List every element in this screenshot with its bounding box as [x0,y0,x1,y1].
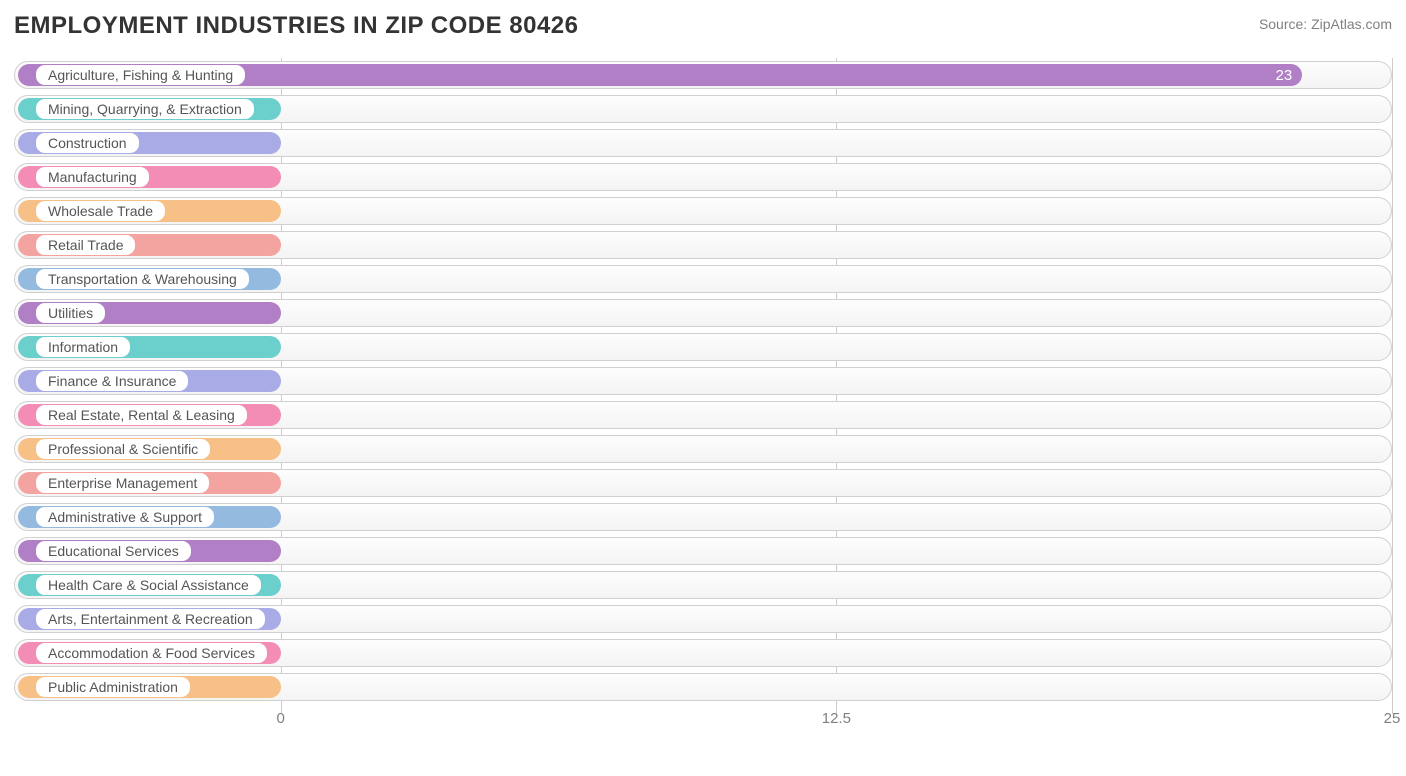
bar-track: 23 Agriculture, Fishing & Hunting [14,61,1392,89]
bar-label: Utilities [35,302,106,324]
bar-label: Transportation & Warehousing [35,268,250,290]
bar-value: 23 [1276,67,1293,84]
bar-track: Utilities [14,299,1392,327]
bar-label: Public Administration [35,676,191,698]
bar-row: 0Finance & Insurance [14,364,1392,398]
axis-tick-label: 25 [1384,710,1401,727]
chart-area: 23Agriculture, Fishing & Hunting0Mining,… [10,58,1396,742]
bar-row: 0Educational Services [14,534,1392,568]
bar-row: 0Health Care & Social Assistance [14,568,1392,602]
grid-line [1392,58,1393,714]
bar-row: 0Real Estate, Rental & Leasing [14,398,1392,432]
bar-label: Agriculture, Fishing & Hunting [35,64,246,86]
bar-track: Health Care & Social Assistance [14,571,1392,599]
bar-track: Public Administration [14,673,1392,701]
bar-track: Administrative & Support [14,503,1392,531]
bar-track: Construction [14,129,1392,157]
bar-label: Administrative & Support [35,506,215,528]
bar-label: Construction [35,132,140,154]
bar-row: 0Public Administration [14,670,1392,704]
bar-track: Manufacturing [14,163,1392,191]
bar-label: Retail Trade [35,234,136,256]
bar-label: Finance & Insurance [35,370,189,392]
bar-label: Information [35,336,131,358]
axis-tick-label: 12.5 [822,710,851,727]
bar-label: Health Care & Social Assistance [35,574,262,596]
bar-label: Accommodation & Food Services [35,642,268,664]
bar-track: Finance & Insurance [14,367,1392,395]
bar-track: Transportation & Warehousing [14,265,1392,293]
bar-track: Enterprise Management [14,469,1392,497]
axis-tick-label: 0 [277,710,285,727]
chart-header: EMPLOYMENT INDUSTRIES IN ZIP CODE 80426 … [10,12,1396,40]
bar-label: Enterprise Management [35,472,210,494]
bar-track: Information [14,333,1392,361]
bar-row: 0Manufacturing [14,160,1392,194]
bar-row: 0Utilities [14,296,1392,330]
chart-plot: 23Agriculture, Fishing & Hunting0Mining,… [14,58,1392,742]
bar-row: 23 Agriculture, Fishing & Hunting [14,58,1392,92]
bar-row: 0Transportation & Warehousing [14,262,1392,296]
bar-track: Retail Trade [14,231,1392,259]
bar-row: 0Retail Trade [14,228,1392,262]
bar-row: 0Enterprise Management [14,466,1392,500]
bar-label: Wholesale Trade [35,200,166,222]
bar-track: Professional & Scientific [14,435,1392,463]
chart-source: Source: ZipAtlas.com [1259,16,1392,32]
bar-track: Wholesale Trade [14,197,1392,225]
bar-row: 0Administrative & Support [14,500,1392,534]
bar-track: Mining, Quarrying, & Extraction [14,95,1392,123]
bar-track: Accommodation & Food Services [14,639,1392,667]
bar-label: Mining, Quarrying, & Extraction [35,98,255,120]
bar-row: 0Information [14,330,1392,364]
bar-row: 0Accommodation & Food Services [14,636,1392,670]
bar-track: Real Estate, Rental & Leasing [14,401,1392,429]
bar-label: Manufacturing [35,166,150,188]
bar-track: Arts, Entertainment & Recreation [14,605,1392,633]
bar-row: 0Wholesale Trade [14,194,1392,228]
bar-row: 0Arts, Entertainment & Recreation [14,602,1392,636]
bar-row: 0Professional & Scientific [14,432,1392,466]
bar-label: Professional & Scientific [35,438,211,460]
x-axis: 012.525 [14,704,1392,732]
bar-label: Arts, Entertainment & Recreation [35,608,266,630]
bar-label: Real Estate, Rental & Leasing [35,404,248,426]
bar-row: 0Mining, Quarrying, & Extraction [14,92,1392,126]
chart-title: EMPLOYMENT INDUSTRIES IN ZIP CODE 80426 [14,12,579,40]
bar-label: Educational Services [35,540,192,562]
bar-row: 0Construction [14,126,1392,160]
bar-track: Educational Services [14,537,1392,565]
